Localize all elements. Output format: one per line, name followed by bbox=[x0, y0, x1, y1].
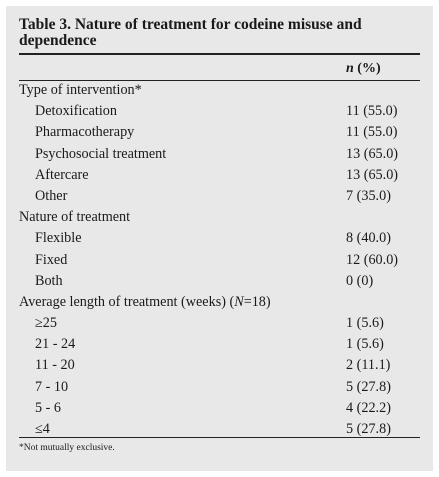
table-row: ≤4 5 (27.8) bbox=[6, 419, 433, 440]
row-value: 2 (11.1) bbox=[346, 357, 391, 374]
table-row: Other 7 (35.0) bbox=[6, 186, 433, 207]
row-value: 8 (40.0) bbox=[346, 230, 391, 247]
header-rule bbox=[19, 80, 420, 81]
row-label: 7 - 10 bbox=[35, 378, 69, 395]
table-row: Fixed 12 (60.0) bbox=[6, 250, 433, 271]
table-row: Aftercare 13 (65.0) bbox=[6, 165, 433, 186]
row-label: Psychosocial treatment bbox=[35, 145, 167, 162]
table-footnote: *Not mutually exclusive. bbox=[19, 443, 115, 453]
row-value: 13 (65.0) bbox=[346, 166, 399, 183]
top-rule bbox=[19, 53, 420, 55]
table-row: ≥25 1 (5.6) bbox=[6, 313, 433, 334]
row-label: ≤4 bbox=[35, 421, 50, 437]
table-row: Type of intervention* bbox=[6, 80, 433, 101]
row-label: Pharmacotherapy bbox=[35, 124, 135, 141]
table-row: Both 0 (0) bbox=[6, 271, 433, 292]
column-header: n (%) bbox=[346, 61, 381, 77]
table-body: Type of intervention* Detoxification 11 (… bbox=[6, 80, 433, 440]
table-row: 11 - 20 2 (11.1) bbox=[6, 355, 433, 376]
row-label: Detoxification bbox=[35, 103, 117, 120]
row-label: Type of intervention* bbox=[19, 82, 142, 98]
row-value: 7 (35.0) bbox=[346, 187, 391, 204]
column-header-n: n bbox=[346, 61, 354, 76]
row-label: Flexible bbox=[35, 230, 82, 247]
row-value: 0 (0) bbox=[346, 272, 374, 289]
row-value: 13 (65.0) bbox=[346, 145, 399, 162]
row-label: Aftercare bbox=[35, 166, 89, 183]
table-row: Flexible 8 (40.0) bbox=[6, 228, 433, 249]
table-row: Psychosocial treatment 13 (65.0) bbox=[6, 144, 433, 165]
row-label: 21 - 24 bbox=[35, 336, 76, 353]
row-label: Other bbox=[35, 187, 68, 204]
row-label: Nature of treatment bbox=[19, 209, 131, 226]
row-label: 5 - 6 bbox=[35, 399, 62, 416]
table-title: Table 3. Nature of treatment for codeine… bbox=[19, 16, 362, 49]
row-value: 1 (5.6) bbox=[346, 336, 384, 353]
table-row: 21 - 24 1 (5.6) bbox=[6, 334, 433, 355]
table-row: 7 - 10 5 (27.8) bbox=[6, 377, 433, 398]
row-value: 1 (5.6) bbox=[346, 315, 384, 332]
row-label: Both bbox=[35, 272, 63, 289]
row-value: 11 (55.0) bbox=[346, 103, 398, 120]
row-value: 12 (60.0) bbox=[346, 251, 399, 268]
table-row: 5 - 6 4 (22.2) bbox=[6, 398, 433, 419]
row-label: Average length of treatment (weeks) (N=1… bbox=[19, 293, 271, 310]
row-label: Fixed bbox=[35, 251, 68, 268]
column-header-percent: (%) bbox=[353, 61, 381, 76]
bottom-rule bbox=[19, 437, 420, 438]
row-value: 11 (55.0) bbox=[346, 124, 398, 141]
table-row: Detoxification 11 (55.0) bbox=[6, 101, 433, 122]
row-label: 11 - 20 bbox=[35, 357, 75, 374]
table-row: Average length of treatment (weeks) (N=1… bbox=[6, 292, 433, 313]
row-label: ≥25 bbox=[35, 315, 57, 332]
row-value: 4 (22.2) bbox=[346, 399, 391, 416]
table-panel: Table 3. Nature of treatment for codeine… bbox=[6, 6, 433, 471]
table-row: Pharmacotherapy 11 (55.0) bbox=[6, 122, 433, 143]
row-value: 5 (27.8) bbox=[346, 378, 391, 395]
row-value: 5 (27.8) bbox=[346, 421, 391, 437]
table-row: Nature of treatment bbox=[6, 207, 433, 228]
